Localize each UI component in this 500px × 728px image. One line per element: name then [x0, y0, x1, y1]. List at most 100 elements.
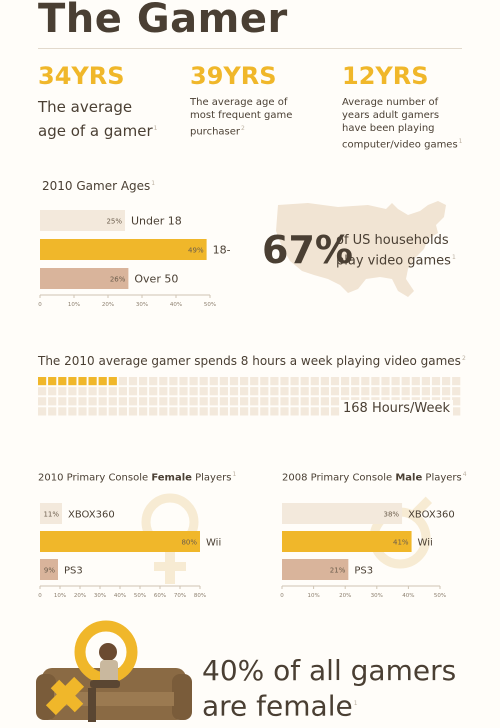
x-tick-label: 0 [38, 302, 42, 308]
hour-cell [189, 407, 198, 416]
hour-cell [421, 387, 430, 396]
bar-category-label: PS3 [64, 566, 83, 577]
bar-value-label: 9% [44, 567, 55, 575]
hour-cell [169, 387, 178, 396]
hour-cell [58, 397, 67, 406]
hour-cell [452, 377, 461, 386]
bar-wii [40, 531, 200, 552]
hour-cell [229, 397, 239, 406]
hours-per-week-label: 168 Hours/Week [340, 400, 454, 417]
hour-cell [189, 377, 198, 386]
bar-category-label: Over 50 [134, 273, 178, 286]
hour-cell [58, 387, 67, 396]
x-tick-label: 30% [136, 302, 148, 308]
hour-cell [260, 407, 269, 416]
male-console-chart: 38% XBOX360 41% Wii 21% PS3 0 10% 20% 30% 40% 50% [280, 503, 455, 599]
hour-cell [452, 387, 461, 396]
bar-xbox360 [282, 503, 403, 524]
hour-cell [179, 377, 188, 386]
hour-cell [270, 387, 279, 396]
hour-cell [442, 387, 451, 396]
bar-value-label: 41% [393, 539, 409, 547]
hour-cell [149, 407, 158, 416]
hour-cell [270, 377, 279, 386]
hour-cell [139, 407, 148, 416]
hour-cell [300, 397, 309, 406]
x-tick-label: 30% [94, 593, 106, 599]
x-tick-label: 50% [134, 593, 146, 599]
hour-cell [320, 387, 329, 396]
hour-cell [219, 387, 228, 396]
hour-cell [250, 387, 259, 396]
stat-caption: The average age of most frequent game pu… [190, 97, 293, 138]
bar-value-label: 38% [384, 511, 400, 519]
x-tick-label: 70% [174, 593, 186, 599]
hour-cell [421, 377, 430, 386]
hour-cell [88, 397, 97, 406]
bar-value-label: 26% [110, 276, 126, 284]
x-tick-label: 20% [102, 302, 114, 308]
male-chart-title: 2008 Primary Console Male Players4 [282, 471, 467, 484]
hour-cell [88, 407, 97, 416]
x-tick-label: 50% [434, 593, 446, 599]
hour-cell [159, 397, 168, 406]
hour-cell [189, 397, 198, 406]
x-tick-label: 10% [307, 593, 319, 599]
hour-cell [219, 377, 228, 386]
page-title: The Gamer [38, 0, 288, 42]
female-console-chart: 11% XBOX360 80% Wii 9% PS3 0 10% 20% 30% 40% 50% 60%… [38, 503, 221, 599]
hour-cell-played [68, 377, 77, 386]
hour-cell [290, 377, 299, 386]
female-chart-title: 2010 Primary Console Female Players1 [38, 471, 237, 484]
hour-cell [341, 377, 350, 386]
x-tick-label: 80% [194, 593, 206, 599]
hour-cell [452, 407, 461, 416]
hour-cell [260, 397, 269, 406]
hour-cell [149, 387, 158, 396]
hour-cell [159, 407, 168, 416]
hour-cell [431, 387, 441, 396]
hour-cell [229, 387, 239, 396]
hour-cell [149, 377, 158, 386]
hour-cell [391, 377, 400, 386]
hour-cell [219, 407, 228, 416]
hour-cell [371, 387, 380, 396]
hour-cell [401, 377, 410, 386]
hour-cell [411, 387, 420, 396]
hour-cell [250, 407, 259, 416]
hour-cell [78, 397, 87, 406]
hour-cell [240, 377, 249, 386]
hour-cell [108, 407, 117, 416]
weekly-hours-title: The 2010 average gamer spends 8 hours a … [38, 354, 466, 368]
bar-wii [282, 531, 412, 552]
hour-cell [38, 397, 47, 406]
hour-cell [108, 397, 117, 406]
hour-cell-played [48, 377, 57, 386]
hour-cell [310, 377, 319, 386]
hour-cell [98, 397, 107, 406]
bar-ps3 [282, 559, 349, 580]
hour-cell [229, 407, 239, 416]
hour-cell [260, 387, 269, 396]
hour-cell [280, 407, 289, 416]
x-tick-label: 40% [170, 302, 182, 308]
x-tick-label: 20% [339, 593, 351, 599]
bar-category-label: XBOX360 [68, 510, 115, 521]
hour-cell [351, 377, 360, 386]
hour-cell [199, 397, 208, 406]
x-tick-label: 0 [38, 593, 42, 599]
hour-cell [310, 397, 319, 406]
hour-cell [371, 377, 380, 386]
hour-cell [442, 377, 451, 386]
hour-cell [209, 397, 218, 406]
hour-cell [169, 377, 178, 386]
hour-cell [199, 407, 208, 416]
bar-category-label: 18-49 [213, 244, 230, 257]
us-map-icon [276, 201, 446, 297]
bar-18-49 [40, 239, 207, 260]
ages-chart-title: 2010 Gamer Ages1 [42, 179, 156, 193]
hour-cell [58, 407, 67, 416]
hour-cell [139, 397, 148, 406]
ages-chart: 25% Under 18 49% 18-49 26% Over 50 0 10% 20% 30% 4… [38, 210, 230, 308]
stat-caption: Average number of years adult gamers hav… [342, 97, 463, 151]
